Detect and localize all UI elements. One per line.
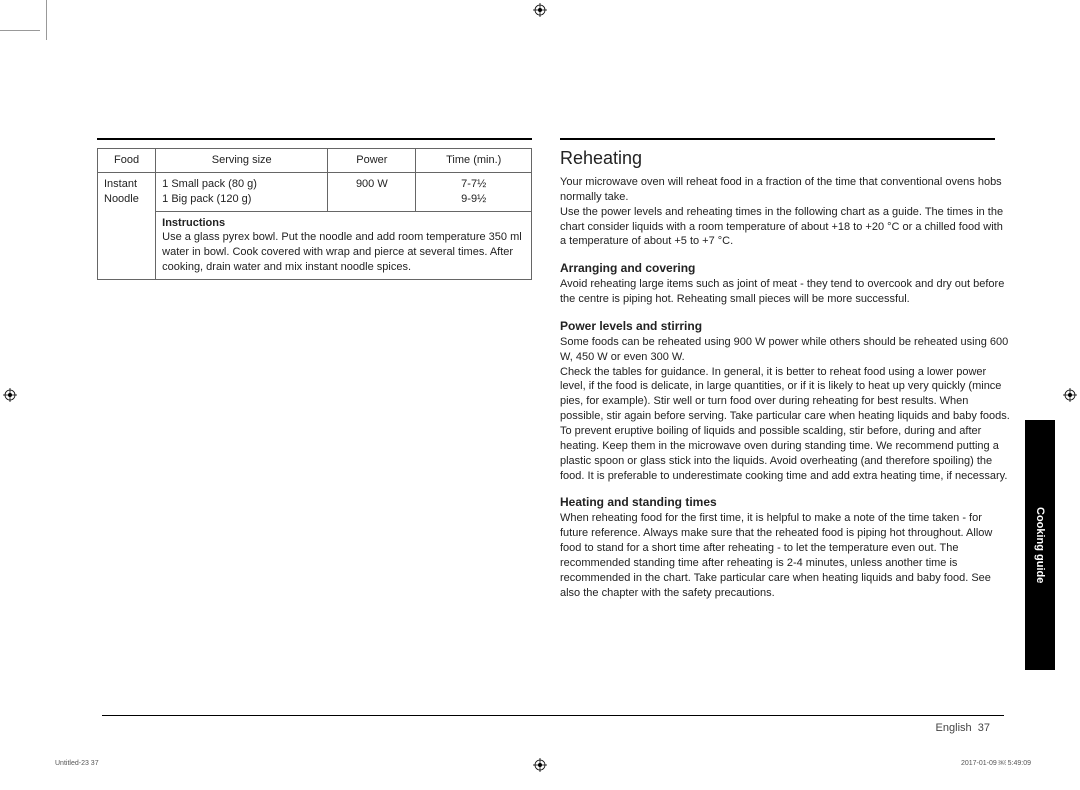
para: Your microwave oven will reheat food in … — [560, 175, 1010, 205]
registration-mark-icon — [1063, 388, 1077, 402]
registration-mark-icon — [533, 758, 547, 772]
th-serving: Serving size — [156, 149, 328, 173]
subheading: Arranging and covering — [560, 261, 1010, 275]
para: Some foods can be reheated using 900 W p… — [560, 335, 1010, 365]
th-time: Time (min.) — [416, 149, 532, 173]
td-serving: 1 Small pack (80 g) 1 Big pack (120 g) — [156, 172, 328, 211]
footer-rule — [102, 715, 1004, 716]
para: When reheating food for the first time, … — [560, 511, 1010, 600]
print-info-right: 2017-01-09 ￼ 5:49:09 — [961, 760, 1031, 767]
registration-mark-icon — [3, 388, 17, 402]
footer-text: English 37 — [936, 722, 990, 734]
td-food: Instant Noodle — [98, 172, 156, 279]
instr-text: Use a glass pyrex bowl. Put the noodle a… — [162, 230, 525, 275]
td-power: 900 W — [328, 172, 416, 211]
para: Use the power levels and reheating times… — [560, 205, 1010, 250]
instr-label: Instructions — [162, 216, 525, 231]
footer-lang: English — [936, 722, 972, 734]
section-heading: Reheating — [560, 148, 1010, 169]
crop-mark — [0, 30, 40, 31]
th-food: Food — [98, 149, 156, 173]
footer-page: 37 — [978, 722, 990, 734]
right-column: Reheating Your microwave oven will rehea… — [560, 138, 1010, 600]
subheading: Heating and standing times — [560, 495, 1010, 509]
side-tab: Cooking guide — [1025, 420, 1055, 670]
subheading: Power levels and stirring — [560, 319, 1010, 333]
left-column: Food Serving size Power Time (min.) Inst… — [97, 138, 532, 600]
serving-line: 1 Small pack (80 g) — [162, 177, 321, 192]
serving-line: 1 Big pack (120 g) — [162, 192, 321, 207]
para: Avoid reheating large items such as join… — [560, 277, 1010, 307]
print-info-left: Untitled-23 37 — [55, 760, 99, 767]
td-instructions: Instructions Use a glass pyrex bowl. Put… — [156, 211, 532, 279]
side-tab-label: Cooking guide — [1034, 507, 1046, 583]
para: Check the tables for guidance. In genera… — [560, 365, 1010, 484]
th-power: Power — [328, 149, 416, 173]
time-line: 7-7½ — [422, 177, 525, 192]
cooking-table: Food Serving size Power Time (min.) Inst… — [97, 148, 532, 280]
td-time: 7-7½ 9-9½ — [416, 172, 532, 211]
registration-mark-icon — [533, 3, 547, 17]
time-line: 9-9½ — [422, 192, 525, 207]
crop-mark — [46, 0, 47, 40]
